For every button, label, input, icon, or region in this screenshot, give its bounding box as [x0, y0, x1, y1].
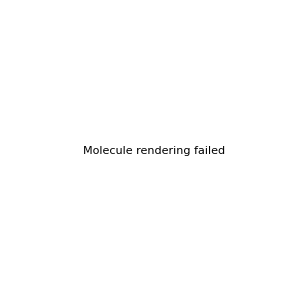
Text: Molecule rendering failed: Molecule rendering failed	[83, 146, 225, 157]
